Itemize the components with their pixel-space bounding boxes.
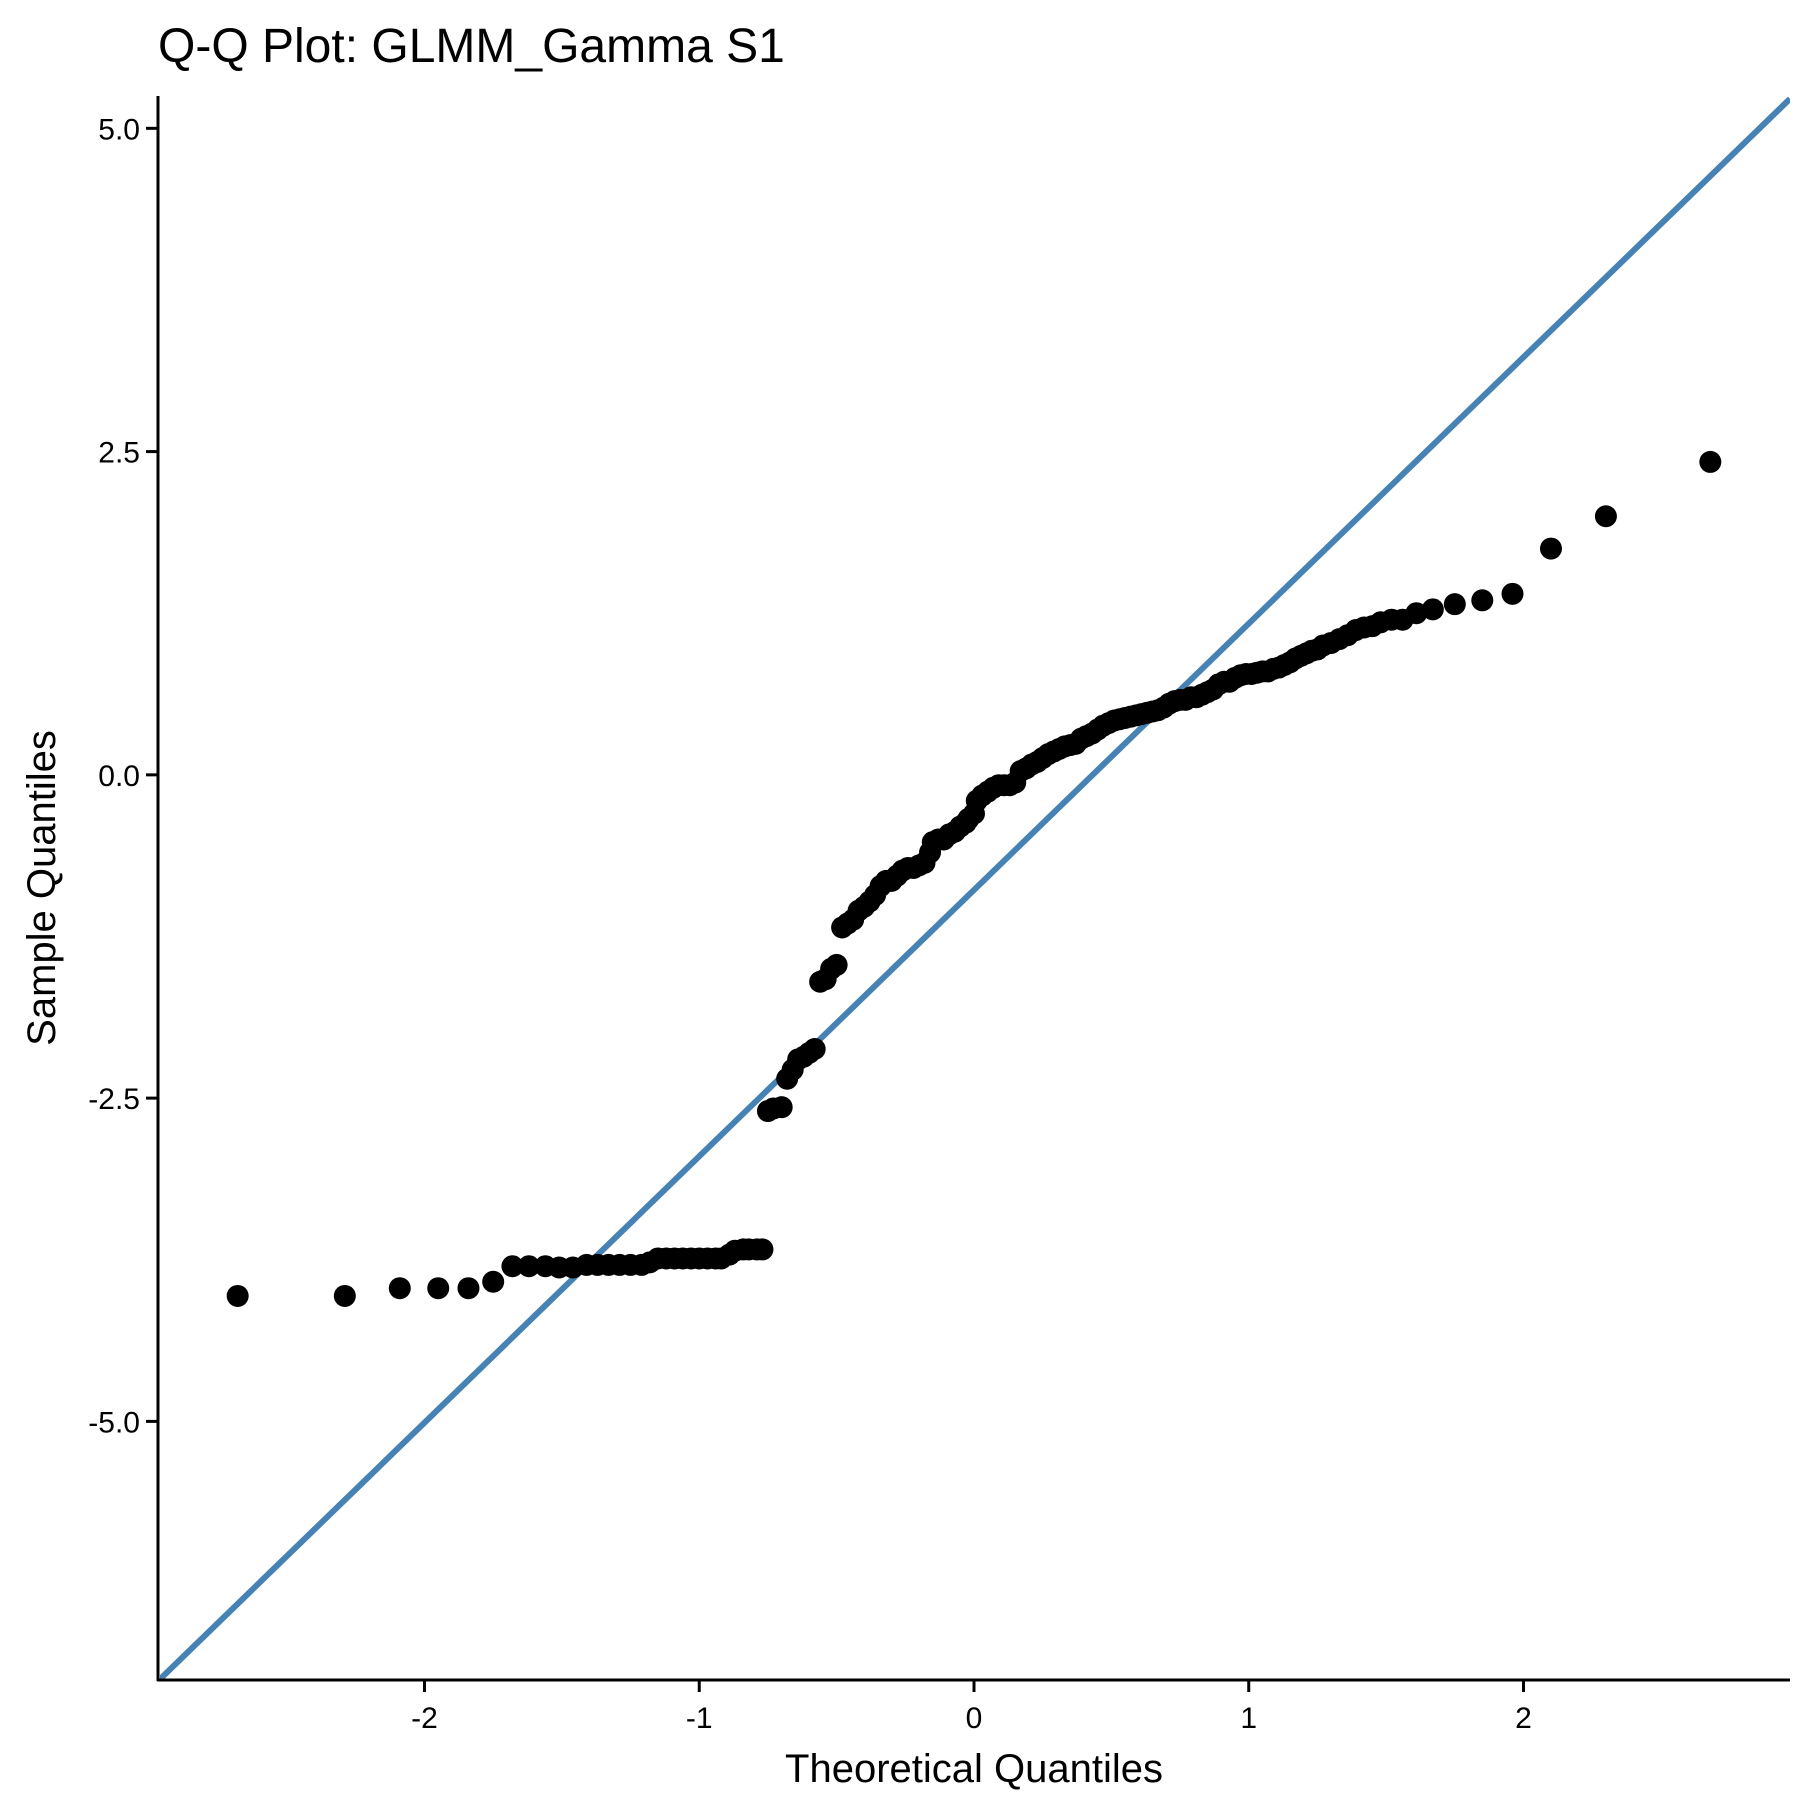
x-tick-label: -1: [686, 1702, 713, 1735]
x-tick-label: 2: [1515, 1702, 1532, 1735]
sample-point: [226, 1284, 249, 1307]
chart-title: Q-Q Plot: GLMM_Gamma S1: [158, 20, 785, 73]
y-tick-label: 2.5: [98, 437, 140, 470]
sample-points: [226, 450, 1722, 1307]
sample-point: [517, 1255, 540, 1278]
sample-point: [1699, 450, 1722, 473]
sample-point: [1421, 598, 1444, 621]
sample-point: [1539, 537, 1562, 560]
y-tick-label: 5.0: [98, 113, 140, 146]
sample-point: [1471, 589, 1494, 612]
sample-point: [825, 953, 848, 976]
x-tick-label: 1: [1240, 1702, 1257, 1735]
sample-point: [770, 1096, 793, 1119]
x-tick-label: 0: [966, 1702, 983, 1735]
sample-point: [1501, 582, 1524, 605]
sample-point: [1594, 505, 1617, 528]
y-tick-label: -2.5: [88, 1083, 140, 1116]
sample-point: [427, 1277, 450, 1300]
y-tick-label: 0.0: [98, 760, 140, 793]
x-axis-title: Theoretical Quantiles: [785, 1747, 1163, 1791]
y-axis-ticks: -5.0 -2.5 0.0 2.5 5.0: [88, 113, 158, 1439]
sample-point: [1443, 593, 1466, 616]
sample-point: [482, 1270, 505, 1293]
sample-point: [333, 1284, 356, 1307]
y-tick-label: -5.0: [88, 1406, 140, 1439]
sample-point: [803, 1037, 826, 1060]
plot-area: [160, 96, 1790, 1680]
sample-point: [751, 1238, 774, 1261]
sample-point: [388, 1277, 411, 1300]
sample-point: [1405, 602, 1428, 625]
sample-point: [501, 1255, 524, 1278]
sample-point: [457, 1277, 480, 1300]
x-axis-ticks: -2 -1 0 1 2: [411, 1680, 1532, 1735]
y-axis-title: Sample Quantiles: [20, 730, 64, 1046]
x-tick-label: -2: [411, 1702, 438, 1735]
reference-line: [160, 96, 1790, 1680]
